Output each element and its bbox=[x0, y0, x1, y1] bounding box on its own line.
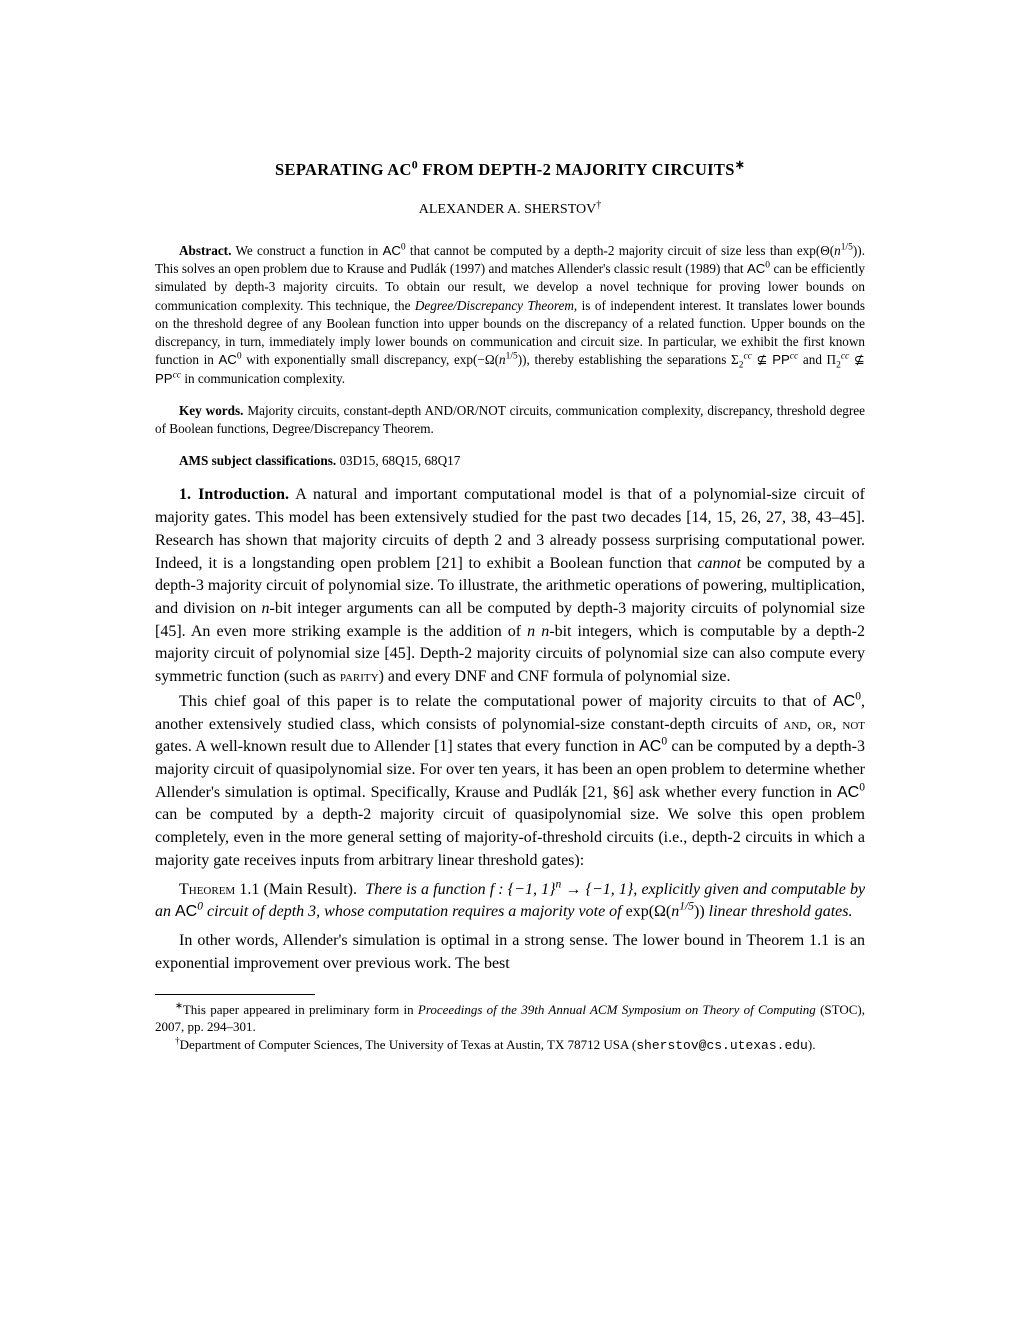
keywords-block: Key words. Majority circuits, constant-d… bbox=[155, 402, 865, 438]
ams-text: 03D15, 68Q15, 68Q17 bbox=[339, 453, 460, 468]
theorem-1-1: Theorem 1.1 (Main Result). There is a fu… bbox=[155, 879, 865, 924]
keywords-text: Majority circuits, constant-depth AND/OR… bbox=[155, 403, 865, 436]
footnote-1: ∗This paper appeared in preliminary form… bbox=[155, 1001, 865, 1036]
keywords-label: Key words. bbox=[179, 403, 243, 418]
paragraph-3: In other words, Allender's simulation is… bbox=[155, 930, 865, 975]
theorem-label: Theorem 1.1 bbox=[179, 881, 259, 898]
paper-author: ALEXANDER A. SHERSTOV† bbox=[155, 202, 865, 218]
paper-title: SEPARATING AC0 FROM DEPTH-2 MAJORITY CIR… bbox=[155, 160, 865, 180]
abstract-text: We construct a function in AC0 that cann… bbox=[155, 243, 865, 386]
abstract-label: Abstract. bbox=[179, 243, 231, 258]
theorem-paren: (Main Result). bbox=[264, 881, 357, 898]
ams-block: AMS subject classifications. 03D15, 68Q1… bbox=[155, 452, 865, 470]
abstract-block: Abstract. We construct a function in AC0… bbox=[155, 242, 865, 388]
ams-label: AMS subject classifications. bbox=[179, 453, 336, 468]
footnote-rule bbox=[155, 994, 315, 995]
page: SEPARATING AC0 FROM DEPTH-2 MAJORITY CIR… bbox=[0, 0, 1020, 1154]
paragraph-2: This chief goal of this paper is to rela… bbox=[155, 691, 865, 873]
theorem-statement: There is a function f : {−1, 1}n → {−1, … bbox=[155, 881, 865, 921]
body-text: 1. Introduction. A natural and important… bbox=[155, 484, 865, 975]
paragraph-1: A natural and important computational mo… bbox=[155, 486, 865, 685]
section-title: Introduction. bbox=[198, 486, 289, 503]
footnotes: ∗This paper appeared in preliminary form… bbox=[155, 1001, 865, 1055]
section-number: 1. bbox=[179, 486, 191, 503]
footnote-2: †Department of Computer Sciences, The Un… bbox=[155, 1036, 865, 1055]
